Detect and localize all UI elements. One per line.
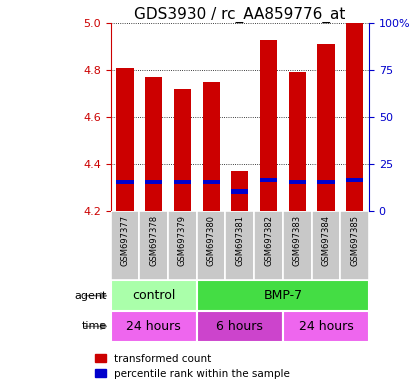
Text: GSM697380: GSM697380 [206,215,215,266]
Bar [317,44,334,211]
Text: GSM697385: GSM697385 [349,215,358,266]
Text: GSM697381: GSM697381 [235,215,244,266]
Text: GSM697384: GSM697384 [321,215,330,266]
Bar [145,180,162,184]
FancyBboxPatch shape [110,280,196,311]
Text: 6 hours: 6 hours [216,320,263,333]
Bar [259,40,276,211]
Bar [116,68,133,211]
Bar [288,180,305,184]
Text: GSM697382: GSM697382 [263,215,272,266]
Bar [145,77,162,211]
FancyBboxPatch shape [196,280,368,311]
Legend: transformed count, percentile rank within the sample: transformed count, percentile rank withi… [95,354,289,379]
Text: GSM697383: GSM697383 [292,215,301,266]
Bar [231,171,248,211]
Bar [202,180,219,184]
Bar [173,180,191,184]
Bar [317,180,334,184]
FancyBboxPatch shape [139,211,168,280]
Text: GSM697377: GSM697377 [120,215,129,266]
Bar [288,73,305,211]
FancyBboxPatch shape [225,211,254,280]
FancyBboxPatch shape [254,211,282,280]
Bar [345,23,362,211]
FancyBboxPatch shape [110,211,139,280]
FancyBboxPatch shape [311,211,339,280]
Text: time: time [81,321,106,331]
FancyBboxPatch shape [282,211,311,280]
FancyBboxPatch shape [282,311,368,342]
FancyBboxPatch shape [339,211,368,280]
Text: GSM697378: GSM697378 [149,215,158,266]
Text: agent: agent [74,291,106,301]
Bar [173,89,191,211]
Text: 24 hours: 24 hours [126,320,181,333]
Bar [231,189,248,194]
Title: GDS3930 / rc_AA859776_at: GDS3930 / rc_AA859776_at [134,7,345,23]
Text: GSM697379: GSM697379 [178,215,187,266]
FancyBboxPatch shape [110,311,196,342]
Text: 24 hours: 24 hours [298,320,353,333]
FancyBboxPatch shape [196,311,282,342]
Bar [202,82,219,211]
Bar [345,177,362,182]
Text: BMP-7: BMP-7 [263,289,302,302]
Bar [259,177,276,182]
Bar [116,180,133,184]
FancyBboxPatch shape [196,211,225,280]
Text: control: control [132,289,175,302]
FancyBboxPatch shape [168,211,196,280]
